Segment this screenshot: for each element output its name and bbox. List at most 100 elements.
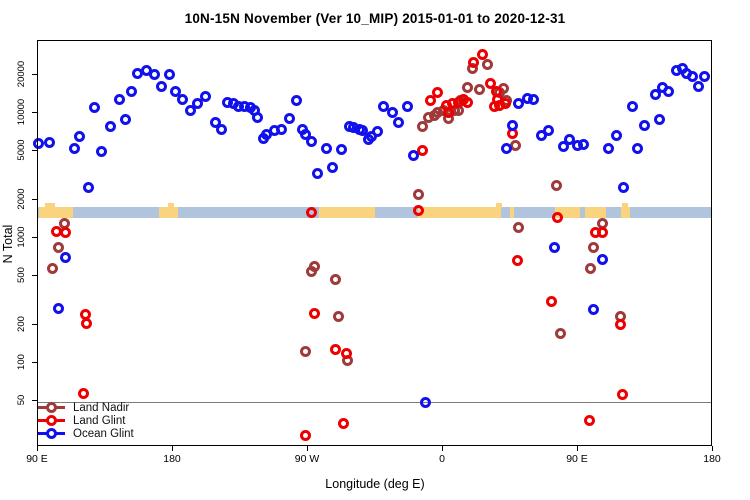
- x-tick-label: 180: [163, 453, 181, 465]
- land-strip-patch: [584, 206, 606, 218]
- point-land-nadir: [588, 241, 599, 253]
- point-ocean-glint: [693, 80, 704, 92]
- legend-item: Ocean Glint: [38, 427, 134, 440]
- point-land-nadir: [597, 217, 608, 229]
- x-tick: [712, 446, 713, 451]
- y-tick-label: 200: [16, 316, 27, 333]
- point-ocean-glint: [177, 93, 188, 105]
- x-tick: [307, 446, 308, 451]
- y-tick: [32, 149, 37, 151]
- y-tick-label: 100: [16, 354, 27, 370]
- point-ocean-glint: [60, 251, 71, 263]
- point-land-nadir: [481, 58, 493, 70]
- point-ocean-glint: [501, 143, 512, 155]
- point-land-nadir: [52, 241, 64, 253]
- point-land-nadir: [309, 260, 320, 272]
- ocean-strip: [37, 206, 712, 218]
- land-strip-patch: [319, 206, 375, 218]
- point-land-glint: [330, 343, 341, 355]
- point-ocean-glint: [603, 142, 614, 154]
- point-ocean-glint: [564, 133, 575, 145]
- point-ocean-glint: [312, 167, 323, 179]
- point-land-glint: [546, 296, 557, 308]
- point-land-glint: [340, 347, 352, 359]
- point-land-nadir: [300, 345, 311, 357]
- legend-label: Ocean Glint: [73, 427, 134, 440]
- y-tick-label: 500: [16, 266, 27, 283]
- x-tick-label: 90 E: [566, 453, 588, 465]
- point-ocean-glint: [687, 70, 698, 82]
- legend-circle-icon: [46, 402, 57, 413]
- point-ocean-glint: [649, 88, 661, 100]
- point-ocean-glint: [507, 120, 518, 132]
- point-ocean-glint: [105, 121, 116, 133]
- x-tick-label: 0: [439, 453, 445, 465]
- land-strip-bump: [44, 202, 55, 208]
- point-ocean-glint: [114, 93, 125, 105]
- point-ocean-glint: [610, 130, 622, 142]
- point-land-glint: [499, 97, 511, 109]
- legend-symbol: [38, 414, 65, 427]
- point-land-nadir: [333, 311, 344, 323]
- x-axis-label: Longitude (deg E): [325, 477, 425, 491]
- y-tick: [32, 237, 37, 238]
- point-ocean-glint: [387, 107, 398, 119]
- point-land-glint: [424, 95, 436, 107]
- point-land-nadir: [417, 121, 428, 133]
- point-land-glint: [81, 317, 92, 329]
- point-ocean-glint: [300, 128, 311, 140]
- y-tick: [32, 274, 37, 276]
- point-ocean-glint: [639, 120, 650, 132]
- x-tick: [172, 446, 173, 451]
- land-strip-patch: [509, 206, 514, 218]
- point-ocean-glint: [699, 70, 710, 82]
- x-tick-label: 180: [703, 453, 721, 465]
- legend-symbol: [38, 427, 65, 440]
- point-ocean-glint: [82, 181, 94, 193]
- point-land-nadir: [585, 263, 596, 275]
- point-ocean-glint: [357, 125, 368, 137]
- point-land-glint: [300, 429, 311, 441]
- legend-item: Land Glint: [38, 414, 134, 427]
- point-ocean-glint: [73, 131, 85, 143]
- plot-border: [37, 40, 712, 446]
- point-ocean-glint: [663, 85, 674, 97]
- point-ocean-glint: [96, 146, 107, 158]
- point-ocean-glint: [169, 85, 181, 97]
- point-ocean-glint: [393, 117, 404, 129]
- point-ocean-glint: [378, 101, 389, 113]
- point-ocean-glint: [535, 130, 547, 142]
- point-ocean-glint: [69, 142, 80, 154]
- y-axis-label: N Total: [1, 224, 15, 264]
- point-land-glint: [306, 207, 317, 219]
- point-ocean-glint: [276, 123, 287, 135]
- point-ocean-glint: [43, 137, 55, 149]
- y-tick: [32, 199, 37, 201]
- point-ocean-glint: [513, 97, 524, 109]
- point-land-glint: [616, 388, 628, 400]
- point-ocean-glint: [336, 144, 347, 156]
- point-ocean-glint: [156, 81, 167, 93]
- point-ocean-glint: [210, 117, 221, 129]
- point-ocean-glint: [597, 254, 608, 266]
- point-ocean-glint: [627, 101, 638, 113]
- point-land-nadir: [58, 217, 70, 229]
- point-ocean-glint: [321, 143, 332, 155]
- point-land-glint: [484, 77, 496, 89]
- x-tick: [37, 446, 38, 451]
- legend-circle-icon: [46, 415, 57, 426]
- land-strip-patch: [38, 206, 73, 218]
- point-ocean-glint: [588, 303, 599, 315]
- point-ocean-glint: [216, 124, 227, 136]
- point-land-glint: [552, 212, 563, 224]
- point-ocean-glint: [120, 114, 131, 126]
- legend-circle-icon: [46, 428, 57, 439]
- point-ocean-glint: [543, 125, 554, 137]
- point-land-glint: [60, 227, 71, 239]
- land-strip-patch: [158, 206, 178, 218]
- point-ocean-glint: [306, 135, 317, 147]
- point-ocean-glint: [291, 95, 302, 107]
- point-ocean-glint: [408, 150, 419, 162]
- point-ocean-glint: [192, 97, 203, 109]
- legend-label: Land Nadir: [73, 401, 130, 414]
